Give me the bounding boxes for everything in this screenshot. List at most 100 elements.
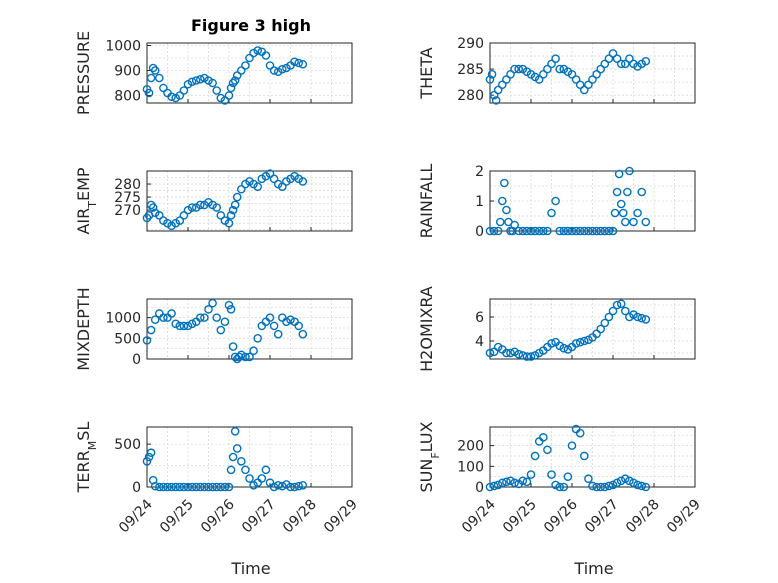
y-axis-label-subscript: F — [429, 452, 442, 458]
y-tick-label: 1 — [475, 194, 484, 210]
data-point — [230, 200, 240, 210]
y-axis-label-main: TERR — [74, 450, 93, 493]
plot-border — [489, 42, 696, 104]
data-point — [167, 92, 176, 102]
data-point — [485, 482, 495, 492]
y-tick-label: 0 — [132, 352, 141, 368]
x-tick-label: 09/25 — [500, 497, 540, 537]
data-point — [514, 349, 524, 359]
y-axis-label-tail: SL — [74, 422, 93, 441]
data-point — [571, 226, 581, 236]
data-point — [641, 56, 651, 66]
data-point — [142, 336, 152, 345]
data-point — [555, 226, 565, 236]
y-axis-label: H2OMIXRA — [417, 286, 436, 372]
plot-border — [146, 42, 353, 104]
subplot-theta: 280 285 290 THETA — [417, 36, 696, 105]
y-tick-label: 6 — [475, 310, 484, 326]
y-tick-label: 500 — [114, 331, 141, 347]
subplot-sun: 09/24 09/25 09/26 09/27 09/28 09/29 0 100 200 SUN… — [417, 421, 704, 536]
y-axis-label-main: SUN — [417, 459, 436, 493]
plot-border — [146, 170, 353, 232]
data-point — [491, 96, 501, 105]
data-point — [567, 70, 577, 79]
data-point — [224, 218, 234, 228]
y-axis-label: THETA — [417, 47, 436, 99]
subplot-h2omixra: 4 6 H2OMIXRA — [417, 286, 696, 372]
y-axis-label: SUNFLUX — [417, 421, 442, 492]
data-point — [608, 480, 618, 490]
data-point — [232, 192, 242, 202]
data-point — [232, 444, 242, 453]
data-point — [502, 75, 511, 84]
data-point — [506, 476, 515, 486]
data-point — [489, 226, 499, 236]
y-axis-label-subscript: M — [86, 441, 99, 451]
y-tick-label: 2 — [475, 164, 484, 180]
data-point — [175, 91, 185, 100]
data-point — [493, 480, 503, 490]
y-tick-label: 500 — [114, 437, 141, 453]
data-point — [584, 226, 593, 236]
data-point — [286, 482, 295, 492]
data-point — [608, 226, 618, 236]
data-point — [261, 465, 271, 475]
data-point — [277, 182, 287, 191]
data-point — [588, 75, 597, 84]
data-point — [500, 178, 509, 188]
data-point — [495, 217, 505, 227]
y-axis-label-main: AIR — [74, 208, 93, 235]
data-point — [200, 482, 209, 492]
data-point — [641, 482, 651, 492]
data-point — [228, 452, 238, 462]
data-point — [159, 482, 168, 492]
data-point — [290, 57, 299, 67]
data-point — [175, 321, 185, 331]
data-point — [249, 346, 258, 356]
y-axis-label-subscript: T — [86, 201, 99, 209]
data-point — [559, 482, 569, 492]
data-point — [551, 480, 560, 490]
data-point — [195, 482, 205, 492]
data-point — [623, 187, 632, 197]
data-point — [592, 226, 601, 236]
data-point — [633, 312, 642, 322]
data-point — [616, 476, 626, 486]
data-point — [580, 451, 589, 461]
x-tick-label: 09/24 — [459, 496, 499, 536]
data-point — [497, 196, 507, 206]
data-point — [502, 348, 511, 358]
data-point — [175, 216, 185, 225]
subplot-pressure: 800 900 1000 PRESSURE — [74, 31, 353, 115]
data-point — [204, 482, 213, 492]
data-point — [150, 315, 160, 324]
data-point — [179, 211, 189, 220]
y-tick-label: 285 — [457, 62, 484, 78]
data-point — [187, 319, 197, 329]
data-point — [220, 96, 230, 105]
data-point — [294, 321, 304, 331]
data-point — [150, 66, 160, 75]
data-point — [571, 75, 581, 84]
data-point — [154, 211, 164, 220]
data-point — [612, 54, 622, 63]
data-point — [592, 70, 601, 79]
data-point — [534, 75, 544, 84]
data-point — [596, 64, 606, 74]
figure-title: Figure 3 high — [191, 16, 311, 35]
data-point — [621, 474, 630, 484]
data-point — [547, 208, 556, 218]
data-point — [514, 226, 524, 236]
data-point — [208, 482, 217, 492]
y-tick-label: 280 — [114, 177, 141, 193]
data-point — [616, 299, 626, 309]
data-point — [526, 470, 536, 479]
data-point — [187, 77, 197, 87]
data-point — [600, 318, 610, 328]
data-point — [506, 70, 515, 79]
data-point — [621, 217, 630, 227]
data-point — [163, 482, 172, 492]
data-point — [614, 169, 624, 179]
data-point — [547, 59, 556, 69]
